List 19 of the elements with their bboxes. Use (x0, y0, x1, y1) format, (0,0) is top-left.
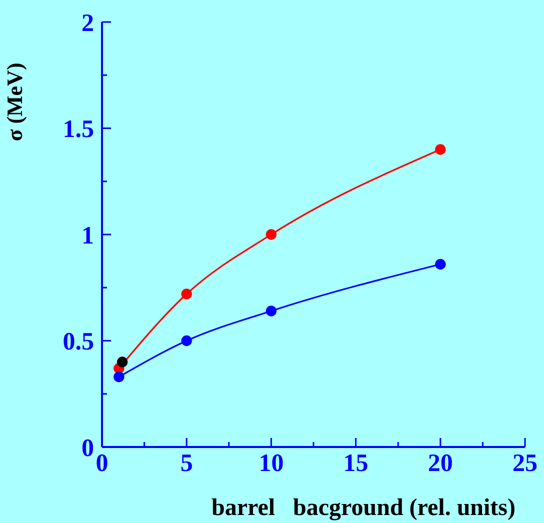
point (181, 288, 192, 300)
x-tick-label: 5 (180, 450, 193, 477)
x-tick-label: 20 (428, 450, 453, 477)
point (435, 258, 446, 270)
point (114, 372, 124, 382)
point (116, 356, 128, 368)
x-axis-title: barrel bacground (rel. units) (211, 495, 516, 521)
point (435, 144, 446, 155)
y-tick-label: 1 (82, 222, 94, 250)
point (266, 306, 277, 316)
y-tick-label: 2 (82, 10, 94, 37)
y-tick-label: 1.5 (62, 116, 94, 143)
point (181, 335, 192, 346)
y-tick-label: 0.5 (62, 328, 94, 356)
x-tick-label: 15 (343, 450, 368, 477)
x-tick-label: 10 (258, 450, 284, 477)
y-axis-title: σ (MeV) (2, 62, 27, 142)
x-tick-label: 25 (512, 450, 538, 477)
point (266, 229, 277, 240)
